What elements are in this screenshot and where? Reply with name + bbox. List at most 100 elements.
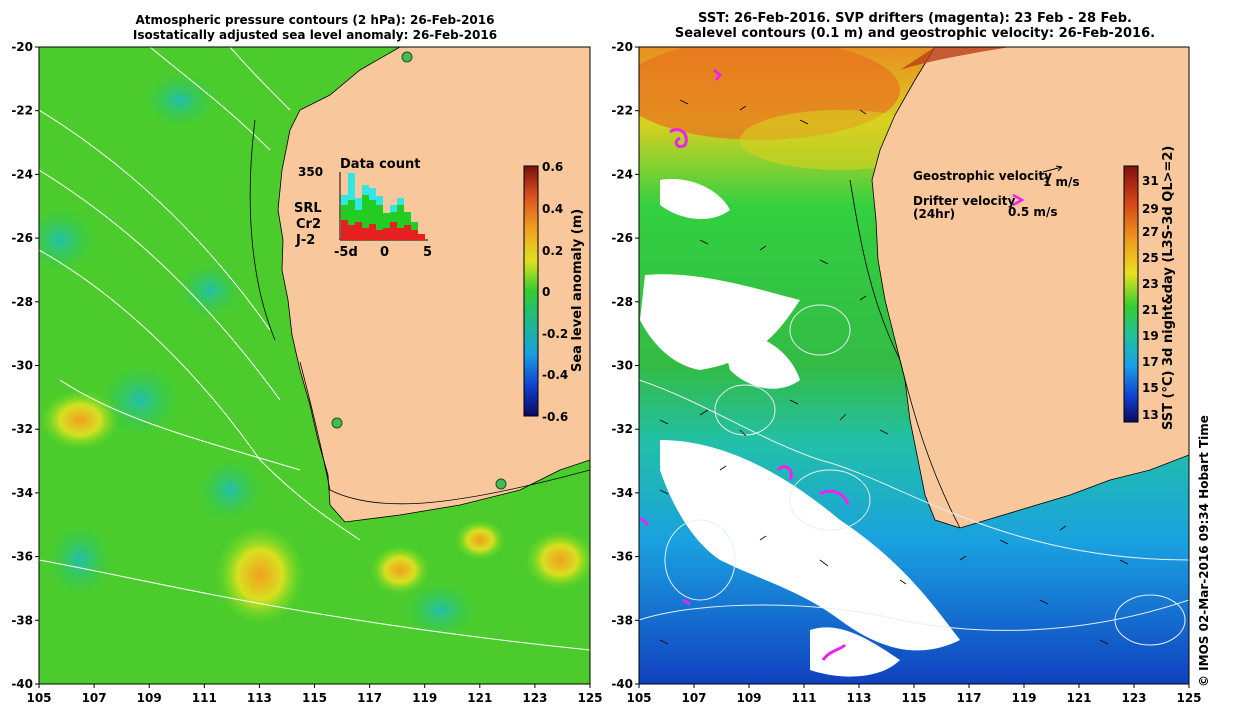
inset-legend-j2: J-2: [295, 233, 315, 248]
sla-colorbar-label: Sea level anomaly (m): [570, 208, 585, 372]
sst-tick: 23: [1142, 277, 1159, 291]
geo-velocity-arrow-icon: [1042, 166, 1063, 173]
x-tick-label: 109: [137, 691, 162, 705]
x-tick-label: 119: [1011, 691, 1036, 705]
x-tick-label: 107: [681, 691, 706, 705]
sla-tick: 0.6: [542, 160, 563, 174]
y-tick-label: -38: [611, 613, 633, 627]
shelf-break-line: [299, 361, 590, 505]
geostrophic-velocity-arrows: [659, 99, 1129, 645]
left-title-line1: Atmospheric pressure contours (2 hPa): 2…: [135, 13, 495, 27]
velocity-legend: Geostrophic velocity 1 m/s Drifter veloc…: [913, 165, 1080, 221]
x-tick-label: 115: [901, 691, 926, 705]
tide-gauge-marker: [401, 51, 413, 63]
inset-xtick: 5: [423, 245, 432, 260]
left-y-axis: -20 -22 -24 -26 -28 -30 -32 -34 -36 -38 -40: [11, 40, 39, 691]
drifter-velocity-arrow-icon: [1012, 193, 1025, 207]
geo-velocity-speed: 1 m/s: [1043, 175, 1080, 189]
x-tick-label: 125: [1176, 691, 1201, 705]
drifter-velocity-sub: (24hr): [913, 207, 955, 221]
sla-colorbar: 0.6 0.4 0.2 0 -0.2 -0.4 -0.6: [523, 160, 568, 424]
tide-gauge-marker: [495, 478, 507, 490]
sst-colorbar-label: SST (°C) 3d night&day (L3S-3d QL>=2): [1161, 145, 1176, 430]
sla-tick: -0.4: [542, 368, 568, 382]
drifter-velocity-speed: 0.5 m/s: [1008, 205, 1057, 219]
right-title-line2: Sealevel contours (0.1 m) and geostrophi…: [674, 26, 1156, 41]
right-x-axis: 105 107 109 111 113 115 117 119 121 123 125: [626, 684, 1202, 705]
inset-xtick: -5d: [334, 245, 358, 260]
x-tick-label: 107: [82, 691, 107, 705]
drifter-velocity-label: Drifter velocity: [913, 194, 1015, 208]
sla-colorbar-ticks: 0.6 0.4 0.2 0 -0.2 -0.4 -0.6: [542, 160, 568, 424]
y-tick-label: -28: [11, 295, 33, 309]
tide-gauge-marker: [331, 417, 343, 429]
inset-bars: [341, 173, 425, 240]
left-title-line2: Isostatically adjusted sea level anomaly…: [132, 28, 498, 42]
x-tick-label: 117: [357, 691, 382, 705]
x-tick-label: 111: [192, 691, 217, 705]
sst-colorbar: 31 29 27 25 23 21 19 17 15 13: [1123, 165, 1159, 423]
y-tick-label: -30: [11, 359, 33, 373]
drifter-tracks: [639, 68, 850, 661]
x-tick-label: 119: [412, 691, 437, 705]
y-tick-label: -40: [611, 677, 633, 691]
left-map-title: Atmospheric pressure contours (2 hPa): 2…: [40, 13, 590, 43]
left-x-axis: 105 107 109 111 113 115 117 119 121 123 125: [26, 684, 603, 705]
y-tick-label: -36: [611, 550, 633, 564]
y-tick-label: -26: [611, 231, 633, 245]
x-tick-label: 125: [577, 691, 602, 705]
y-tick-label: -34: [611, 486, 633, 500]
inset-top-value: 350: [298, 165, 323, 179]
x-tick-label: 121: [467, 691, 492, 705]
y-tick-label: -32: [11, 422, 33, 436]
sst-tick: 13: [1142, 408, 1159, 422]
y-tick-label: -22: [11, 104, 33, 118]
y-tick-label: -36: [11, 550, 33, 564]
sst-tick: 27: [1142, 225, 1159, 239]
sst-tick: 21: [1142, 303, 1159, 317]
right-map-title: SST: 26-Feb-2016. SVP drifters (magenta)…: [640, 11, 1190, 41]
inset-xtick: 0: [380, 245, 389, 260]
sst-tick: 29: [1142, 202, 1159, 216]
australia-landmass: [277, 47, 590, 523]
x-tick-label: 105: [626, 691, 651, 705]
inset-title: Data count: [340, 157, 420, 172]
cloud-mask: [640, 179, 960, 677]
x-tick-label: 123: [522, 691, 547, 705]
x-tick-label: 111: [791, 691, 816, 705]
sealevel-contours: [639, 304, 1189, 646]
x-tick-label: 121: [1066, 691, 1091, 705]
y-tick-label: -30: [611, 359, 633, 373]
x-tick-label: 115: [302, 691, 327, 705]
sla-tick: 0.4: [542, 202, 563, 216]
y-tick-label: -34: [11, 486, 33, 500]
sla-tick: 0.2: [542, 244, 563, 258]
y-tick-label: -40: [11, 677, 33, 691]
sla-tick: -0.6: [542, 410, 568, 424]
inset-legend-cr2: Cr2: [296, 217, 321, 232]
data-count-inset: 350 Data count SRL Cr2 J-2 -5d 0 5: [294, 157, 432, 260]
y-tick-label: -20: [611, 40, 633, 54]
y-tick-label: -20: [11, 40, 33, 54]
geo-velocity-label: Geostrophic velocity: [913, 169, 1052, 183]
y-tick-label: -32: [611, 422, 633, 436]
x-tick-label: 117: [956, 691, 981, 705]
left-map: [39, 47, 590, 684]
sst-colorbar-ticks: 31 29 27 25 23 21 19 17 15 13: [1142, 174, 1159, 422]
x-tick-label: 113: [846, 691, 871, 705]
right-map: [639, 47, 1189, 684]
y-tick-label: -24: [611, 167, 633, 181]
sst-tick: 25: [1142, 251, 1159, 265]
inset-legend-srl: SRL: [294, 201, 322, 216]
sla-tick: 0: [542, 285, 550, 299]
y-tick-label: -28: [611, 295, 633, 309]
y-tick-label: -26: [11, 231, 33, 245]
australia-landmass: [871, 47, 1189, 529]
y-tick-label: -22: [611, 104, 633, 118]
x-tick-label: 105: [26, 691, 51, 705]
right-y-axis: -20 -22 -24 -26 -28 -30 -32 -34 -36 -38 -40: [611, 40, 639, 691]
sla-tick: -0.2: [542, 327, 568, 341]
y-tick-label: -24: [11, 167, 33, 181]
sst-tick: 15: [1142, 381, 1159, 395]
